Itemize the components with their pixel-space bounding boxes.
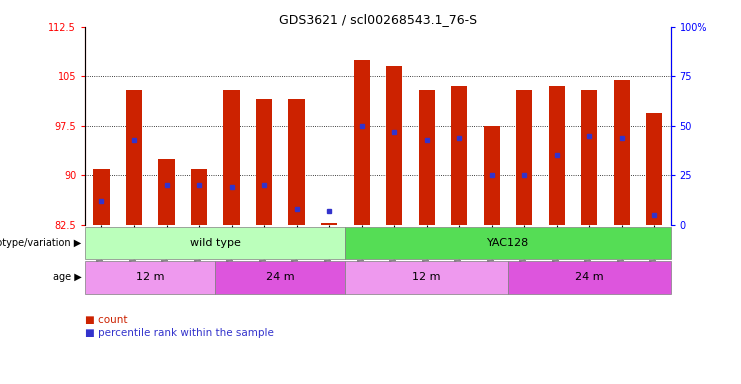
Text: 12 m: 12 m (413, 272, 441, 283)
Bar (353, 60, 370, 225)
Bar (256, 99, 272, 225)
Bar (451, 86, 468, 225)
Text: YAC128: YAC128 (487, 238, 529, 248)
Bar (159, 159, 175, 225)
Text: genotype/variation ▶: genotype/variation ▶ (0, 238, 82, 248)
Text: ■ percentile rank within the sample: ■ percentile rank within the sample (85, 328, 274, 338)
Text: ■ count: ■ count (85, 314, 127, 324)
Bar (548, 86, 565, 225)
Text: 24 m: 24 m (575, 272, 604, 283)
Text: 24 m: 24 m (266, 272, 295, 283)
Bar (484, 126, 500, 225)
Bar (386, 66, 402, 225)
Title: GDS3621 / scl00268543.1_76-S: GDS3621 / scl00268543.1_76-S (279, 13, 477, 26)
Bar (126, 89, 142, 225)
Bar (581, 89, 597, 225)
Text: age ▶: age ▶ (53, 272, 82, 283)
Text: wild type: wild type (190, 238, 241, 248)
Bar (93, 169, 110, 225)
Bar (288, 99, 305, 225)
Bar (224, 89, 239, 225)
Bar (646, 113, 662, 225)
Bar (419, 89, 435, 225)
Bar (614, 79, 630, 225)
Text: 12 m: 12 m (136, 272, 165, 283)
Bar (191, 169, 207, 225)
Bar (321, 223, 337, 225)
Bar (516, 89, 532, 225)
